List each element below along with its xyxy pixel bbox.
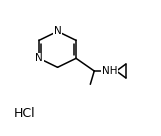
Text: N: N <box>54 26 62 36</box>
Text: NH: NH <box>102 66 117 76</box>
Text: N: N <box>35 53 43 63</box>
Text: HCl: HCl <box>14 107 36 120</box>
